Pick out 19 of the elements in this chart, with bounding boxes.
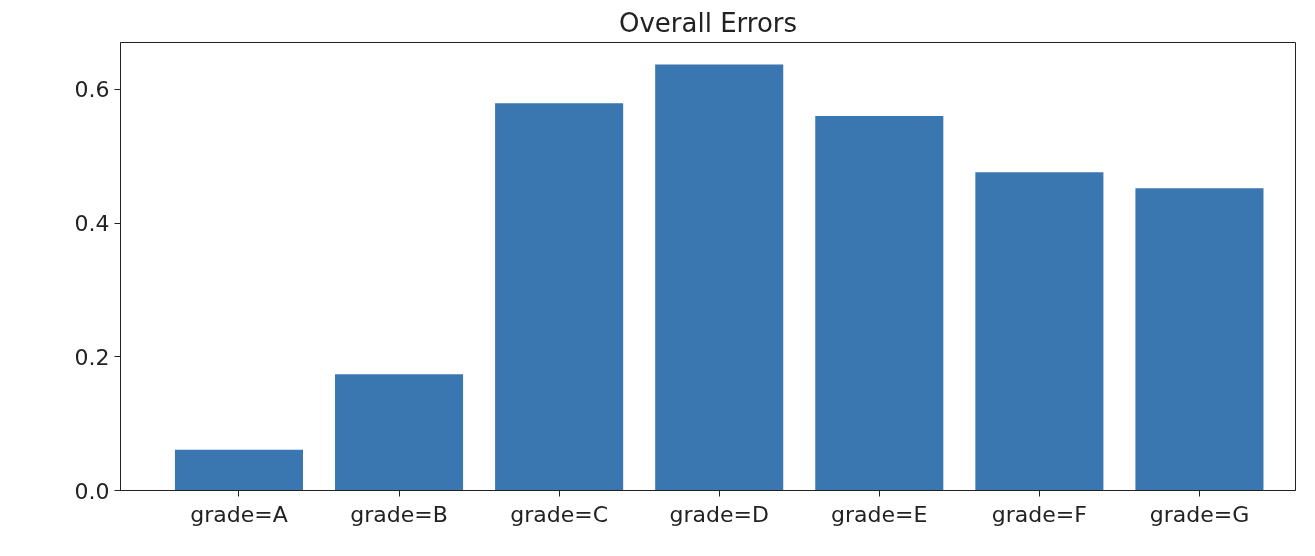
bar: [174, 449, 303, 491]
y-tick-label: 0.4: [74, 211, 110, 237]
y-tick-label: 0.0: [74, 478, 110, 504]
x-tick-label: grade=E: [831, 501, 928, 527]
bar: [655, 64, 784, 491]
y-tick-label: 0.2: [74, 344, 110, 370]
x-tick-label: grade=A: [190, 501, 288, 527]
x-tick-label: grade=F: [991, 501, 1087, 527]
x-tick-label: grade=D: [669, 501, 769, 527]
chart-title: Overall Errors: [618, 7, 798, 38]
bar: [335, 374, 464, 491]
bar: [975, 172, 1104, 491]
x-tick-label: grade=C: [510, 501, 609, 527]
bar: [495, 103, 624, 491]
bar: [815, 116, 944, 491]
y-tick-label: 0.6: [74, 77, 110, 103]
bar: [1135, 188, 1264, 491]
x-tick-label: grade=B: [350, 501, 448, 527]
x-tick-label: grade=G: [1149, 501, 1250, 527]
